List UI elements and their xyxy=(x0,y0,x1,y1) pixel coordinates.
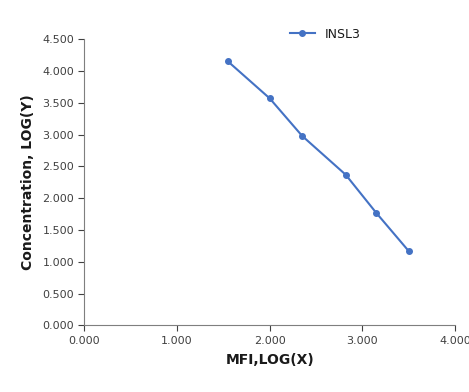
INSL3 xyxy=(299,134,305,138)
INSL3 xyxy=(267,96,272,101)
INSL3 xyxy=(406,249,411,253)
INSL3 xyxy=(343,172,348,177)
Legend: INSL3: INSL3 xyxy=(285,23,366,45)
Line: INSL3: INSL3 xyxy=(225,59,411,254)
X-axis label: MFI,LOG(X): MFI,LOG(X) xyxy=(225,353,314,367)
INSL3 xyxy=(373,211,379,215)
Y-axis label: Concentration, LOG(Y): Concentration, LOG(Y) xyxy=(21,94,35,270)
INSL3 xyxy=(225,59,231,64)
